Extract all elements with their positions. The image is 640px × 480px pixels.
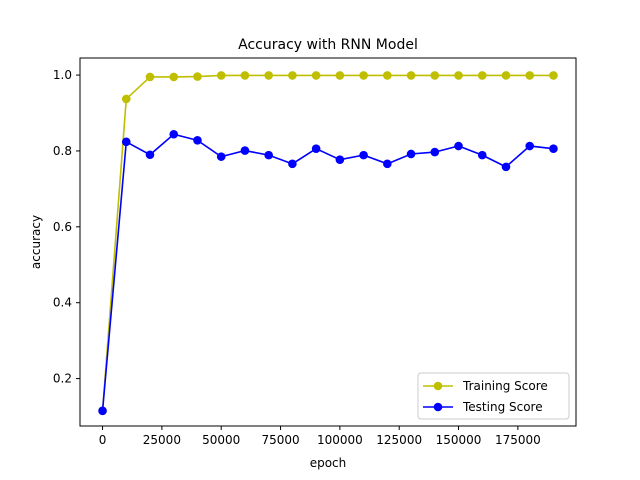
data-point xyxy=(454,71,463,80)
y-tick-label: 0.8 xyxy=(53,144,72,158)
x-axis-label: epoch xyxy=(310,456,347,470)
x-axis: 0 25000 50000 75000 100000 125000 150000 175000 xyxy=(99,426,541,447)
x-tick-label: 75000 xyxy=(261,433,299,447)
data-point xyxy=(359,150,368,160)
data-point xyxy=(264,71,273,80)
data-point xyxy=(216,152,226,161)
data-point xyxy=(264,150,273,160)
data-point xyxy=(335,155,345,164)
data-point xyxy=(525,71,535,80)
x-tick-label: 50000 xyxy=(202,433,240,447)
y-tick-label: 0.4 xyxy=(53,296,72,310)
data-point xyxy=(145,72,155,82)
data-point xyxy=(169,129,179,139)
data-point xyxy=(121,94,131,104)
x-tick-label: 25000 xyxy=(143,433,181,447)
data-point xyxy=(193,72,202,81)
data-point xyxy=(311,71,321,80)
legend: Training Score Testing Score xyxy=(417,372,570,420)
data-point xyxy=(454,141,463,151)
y-axis-label: accuracy xyxy=(29,215,43,269)
data-point xyxy=(288,159,297,169)
data-point xyxy=(240,71,250,80)
data-point xyxy=(288,71,297,80)
data-point xyxy=(145,150,155,160)
legend-marker xyxy=(433,381,443,391)
data-point xyxy=(525,141,535,151)
x-tick-label: 150000 xyxy=(436,433,482,447)
y-tick-label: 0.6 xyxy=(53,220,72,234)
data-point xyxy=(359,71,368,80)
data-point xyxy=(406,71,416,80)
series-line xyxy=(101,133,554,411)
plot-frame xyxy=(79,57,577,427)
y-axis: 0.2 0.4 0.6 0.8 1.0 xyxy=(53,68,80,386)
data-point xyxy=(406,149,416,159)
legend-label: Training Score xyxy=(462,379,548,393)
data-point xyxy=(501,71,511,80)
data-point xyxy=(477,150,487,160)
data-point xyxy=(383,159,392,169)
data-point xyxy=(98,406,107,416)
data-point xyxy=(311,144,321,153)
data-point xyxy=(335,71,345,80)
plot-area xyxy=(98,71,558,416)
x-tick-label: 125000 xyxy=(376,433,422,447)
data-point xyxy=(549,144,558,153)
data-point xyxy=(383,71,392,80)
data-point xyxy=(193,136,202,145)
y-tick-label: 0.2 xyxy=(53,372,72,386)
data-point xyxy=(430,71,440,80)
data-point xyxy=(169,72,179,82)
legend-box xyxy=(417,372,570,420)
data-point xyxy=(240,146,250,155)
data-point xyxy=(477,71,487,80)
y-tick-label: 1.0 xyxy=(53,68,72,82)
chart-title: Accuracy with RNN Model xyxy=(238,37,418,53)
x-tick-label: 100000 xyxy=(317,433,363,447)
legend-label: Testing Score xyxy=(462,400,543,414)
data-point xyxy=(121,137,131,147)
data-point xyxy=(549,71,558,80)
x-tick-label: 0 xyxy=(99,433,107,447)
x-tick-label: 175000 xyxy=(495,433,541,447)
data-point xyxy=(216,71,226,80)
data-point xyxy=(501,162,511,172)
legend-marker xyxy=(433,402,443,412)
series-line xyxy=(101,74,554,411)
data-point xyxy=(430,147,440,157)
